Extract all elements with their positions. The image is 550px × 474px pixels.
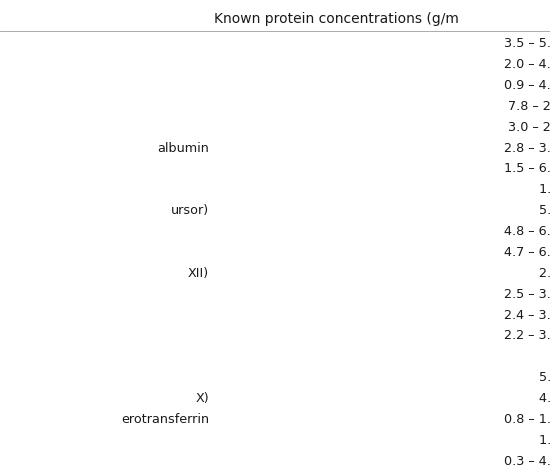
Text: 4.7 – 6.9 × 10: 4.7 – 6.9 × 10 <box>504 246 550 259</box>
Text: 2.0 – 4.0 × 10: 2.0 – 4.0 × 10 <box>504 58 550 71</box>
Text: 0.3 – 4.1 × 10: 0.3 – 4.1 × 10 <box>504 455 550 468</box>
Text: ursor): ursor) <box>171 204 209 217</box>
Text: 2.4 – 3.2 × 10: 2.4 – 3.2 × 10 <box>504 309 550 321</box>
Text: 7.8 – 20 × 10: 7.8 – 20 × 10 <box>508 100 550 113</box>
Text: 4.0 × 10: 4.0 × 10 <box>539 392 550 405</box>
Text: 1.0 × 10: 1.0 × 10 <box>539 434 550 447</box>
Text: albumin: albumin <box>157 142 209 155</box>
Text: 3.5 – 5.2 × 10: 3.5 – 5.2 × 10 <box>504 37 550 50</box>
Text: erotransferrin: erotransferrin <box>121 413 209 426</box>
Text: 2.8 – 3.5 × 10: 2.8 – 3.5 × 10 <box>504 142 550 155</box>
Text: XII): XII) <box>188 267 209 280</box>
Text: 0.9 – 4.0 × 10: 0.9 – 4.0 × 10 <box>504 79 550 92</box>
Text: 2.9 × 10: 2.9 × 10 <box>539 267 550 280</box>
Text: Known protein concentrations (g/m: Known protein concentrations (g/m <box>214 12 459 26</box>
Text: 4.8 – 6.4 × 10: 4.8 – 6.4 × 10 <box>504 225 550 238</box>
Text: 2.2 – 3.4 × 10: 2.2 – 3.4 × 10 <box>504 329 550 342</box>
Text: 1.0 × 10: 1.0 × 10 <box>539 183 550 196</box>
Text: 5.0 × 10: 5.0 × 10 <box>539 371 550 384</box>
Text: X): X) <box>195 392 209 405</box>
Text: 0.8 – 1.8 × 10: 0.8 – 1.8 × 10 <box>504 413 550 426</box>
Text: 3.0 – 22 × 10: 3.0 – 22 × 10 <box>508 121 550 134</box>
Text: 2.5 – 3.8 × 10: 2.5 – 3.8 × 10 <box>504 288 550 301</box>
Text: 1.5 – 6.0 × 10: 1.5 – 6.0 × 10 <box>504 163 550 175</box>
Text: 5.0 × 10: 5.0 × 10 <box>539 204 550 217</box>
